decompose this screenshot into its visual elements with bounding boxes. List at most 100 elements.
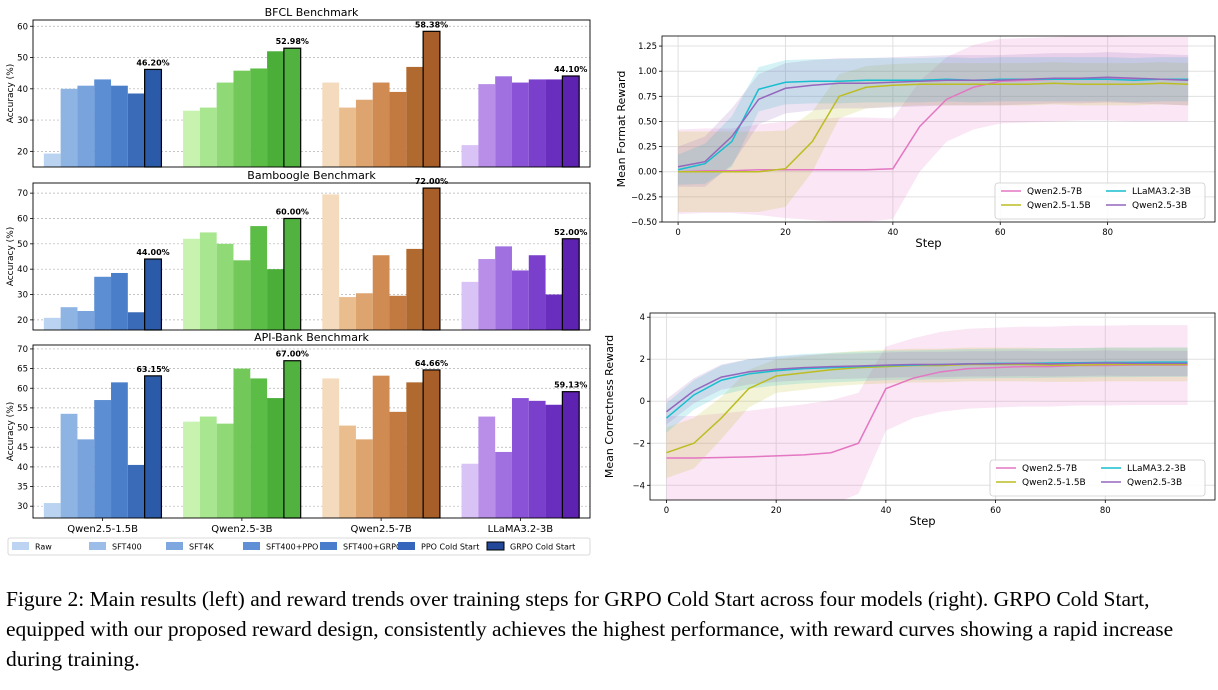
y-axis-label: Mean Correctness Reward <box>603 335 616 478</box>
y-tick-label: −4 <box>632 481 645 491</box>
bar <box>355 99 373 167</box>
bar <box>389 411 407 518</box>
legend-frame <box>994 182 1206 220</box>
legend-swatch <box>166 542 183 550</box>
bar <box>183 238 200 330</box>
chart-title: Bamboogle Benchmark <box>247 169 376 182</box>
legend-label: Qwen2.5-3B <box>1132 201 1187 211</box>
bar-chart-0: 20 30 40 50 60 46.20% 52.98% 58.38% 44.10% BFCL B… <box>6 6 591 168</box>
x-tick-label: 20 <box>771 506 782 516</box>
y-tick-label: 45 <box>17 443 28 453</box>
confidence-band-0 <box>678 36 1189 222</box>
legend-label: Qwen2.5-3B <box>1127 478 1182 488</box>
best-value-label: 44.00% <box>136 248 169 257</box>
legend-label: SFT400+GRPO <box>343 543 402 552</box>
x-tick-label: Qwen2.5-1.5B <box>67 524 138 535</box>
bar <box>406 382 424 518</box>
bar <box>144 68 163 168</box>
legend-swatch <box>89 542 106 550</box>
bar <box>233 260 251 330</box>
legend-label: SFT4K <box>189 543 215 552</box>
y-tick-label: 40 <box>17 85 28 95</box>
bar <box>77 310 95 330</box>
best-value-label: 58.38% <box>415 20 448 29</box>
legend-label: LLaMA3.2-3B <box>1127 464 1186 474</box>
x-tick-label: 20 <box>780 228 791 238</box>
y-tick-label: 35 <box>17 483 28 493</box>
best-value-label: 67.00% <box>276 350 309 359</box>
bar <box>216 82 234 167</box>
bar <box>267 269 284 330</box>
bar <box>250 68 268 167</box>
bar <box>372 255 390 330</box>
y-axis-label: Accuracy (%) <box>6 227 16 287</box>
confidence-band-0 <box>666 325 1188 500</box>
figure-caption: Figure 2: Main results (left) and reward… <box>6 587 1174 671</box>
bar <box>183 421 200 518</box>
y-tick-label: 1.25 <box>638 42 657 52</box>
bar <box>422 369 441 519</box>
bar <box>322 194 340 330</box>
x-tick-label: 80 <box>1102 228 1113 238</box>
bar <box>511 398 529 518</box>
legend-label: Qwen2.5-1.5B <box>1022 478 1086 488</box>
bar <box>94 400 112 518</box>
x-tick-label: 0 <box>664 506 669 516</box>
y-tick-label: 2 <box>640 355 645 365</box>
bar <box>372 82 390 167</box>
x-tick-label: Qwen2.5-3B <box>211 524 272 535</box>
legend-label: Qwen2.5-7B <box>1022 464 1077 474</box>
legend-swatch <box>243 542 260 550</box>
bar <box>461 463 479 518</box>
axes-frame <box>649 312 1216 501</box>
bar <box>233 70 251 167</box>
series-line-0 <box>678 77 1189 173</box>
bar <box>250 226 268 330</box>
y-tick-label: 0.50 <box>638 117 657 127</box>
y-tick-label: 40 <box>17 265 28 275</box>
y-tick-label: 30 <box>17 291 28 301</box>
series-line-1 <box>678 82 1189 173</box>
bar <box>339 107 356 167</box>
best-value-label: 44.10% <box>554 65 587 74</box>
y-tick-label: −0.50 <box>631 218 657 228</box>
legend-swatch <box>320 542 337 550</box>
legend-label: Raw <box>35 543 52 552</box>
legend-frame <box>7 537 591 556</box>
y-tick-label: 60 <box>17 384 28 394</box>
best-value-label: 52.00% <box>554 228 587 237</box>
bar <box>561 238 580 331</box>
bar <box>60 88 78 167</box>
bar <box>127 464 145 518</box>
bar <box>60 413 78 518</box>
bar <box>250 378 268 518</box>
bar <box>144 258 163 331</box>
y-tick-label: 0.00 <box>638 168 657 178</box>
bar <box>478 84 496 167</box>
y-tick-label: 0 <box>640 397 645 407</box>
best-value-label: 60.00% <box>276 207 309 216</box>
y-tick-label: 0.25 <box>638 143 657 153</box>
bar <box>77 439 95 518</box>
bar-chart-2: 30 35 40 45 50 55 60 65 70 63.15% Qwen2.5-1.5B 67.0… <box>6 331 591 535</box>
confidence-band-2 <box>678 57 1189 185</box>
axes-frame <box>32 19 591 168</box>
legend-label: SFT400 <box>112 543 142 552</box>
bar <box>43 317 61 330</box>
x-tick-label: 0 <box>675 228 680 238</box>
y-tick-label: 50 <box>17 424 28 434</box>
legend-label: LLaMA3.2-3B <box>1132 187 1191 197</box>
confidence-band-1 <box>678 62 1189 212</box>
bar-chart-1: 20 30 40 50 60 70 44.00% 60.00% 72.00% 52.00% Bamb… <box>6 169 591 331</box>
bar <box>267 398 284 518</box>
chart-title: BFCL Benchmark <box>265 6 359 19</box>
bar <box>561 75 580 168</box>
legend-swatch <box>398 542 415 550</box>
x-axis-label: Step <box>915 236 941 250</box>
x-tick-label: 60 <box>990 506 1001 516</box>
bar <box>511 270 529 330</box>
bar <box>144 375 163 519</box>
bar <box>94 79 112 167</box>
x-tick-label: 40 <box>880 506 891 516</box>
